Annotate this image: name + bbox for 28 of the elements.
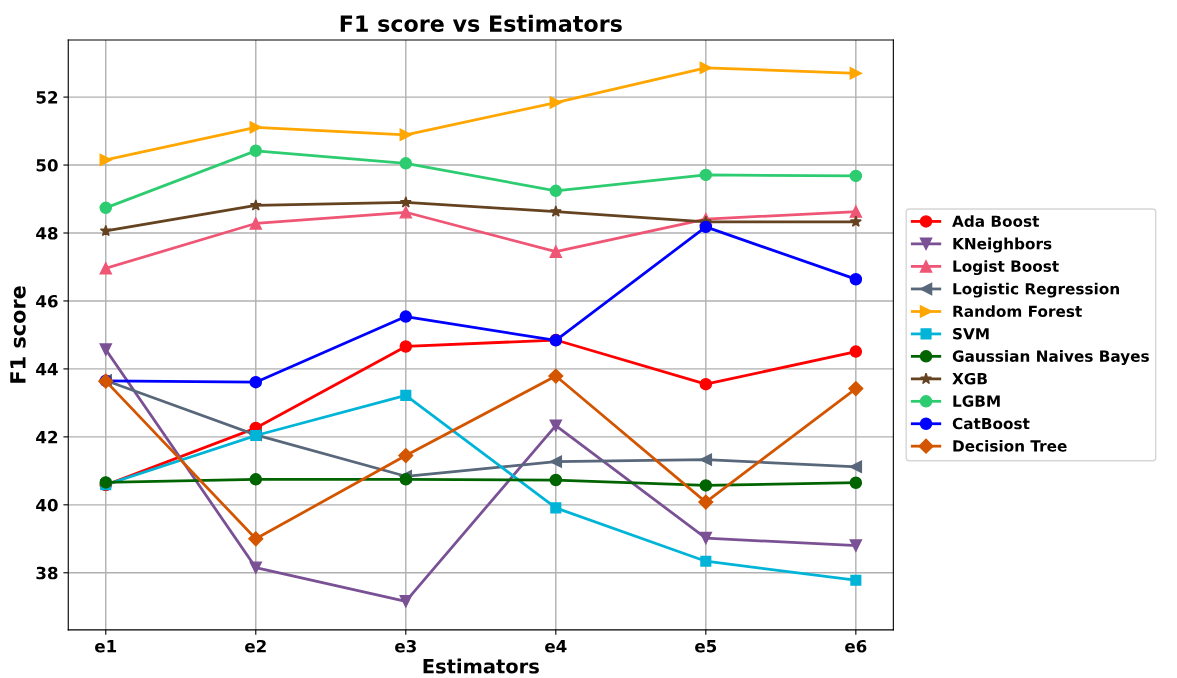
y-tick-label: 44: [36, 363, 58, 376]
legend-label: Logistic Regression: [953, 282, 1119, 298]
y-tick-label: 42: [36, 430, 58, 444]
y-tick-label: 52: [36, 91, 58, 104]
x-tick-label: e5: [695, 640, 717, 653]
x-tick-label: e3: [395, 639, 416, 653]
y-tick-label: 48: [36, 226, 58, 240]
x-tick-label: e2: [245, 639, 266, 653]
x-axis-title: Estimators: [423, 658, 539, 674]
y-tick-label: 50: [36, 159, 58, 172]
legend-label: Gaussian Naives Bayes: [952, 350, 1149, 365]
legend-label: Logist Boost: [953, 260, 1059, 276]
legend-label: Ada Boost: [952, 215, 1040, 227]
legend-label: XGB: [952, 372, 987, 385]
x-tick-label: e1: [95, 640, 117, 653]
legend-label: Random Forest: [953, 305, 1082, 318]
legend-label: CatBoost: [952, 417, 1030, 430]
legend-label: KNeighbors: [953, 237, 1052, 253]
x-tick-label: e4: [545, 640, 567, 653]
y-tick-label: 46: [36, 294, 58, 308]
y-tick-label: 38: [36, 566, 58, 580]
y-axis-title: F1 score: [10, 286, 26, 383]
legend-label: SVM: [953, 327, 989, 340]
legend-label: LGBM: [953, 395, 1000, 407]
x-tick-label: e6: [845, 639, 867, 653]
y-tick-label: 40: [36, 498, 58, 512]
chart-title: F1 score vs Estimators: [340, 14, 622, 32]
legend-label: Decision Tree: [953, 439, 1067, 452]
